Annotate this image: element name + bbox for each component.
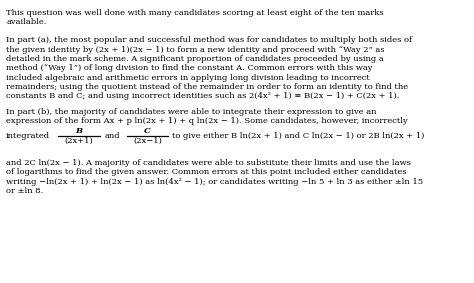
Text: In part (b), the majority of candidates were able to integrate their expression : In part (b), the majority of candidates … bbox=[6, 108, 377, 115]
Text: integrated: integrated bbox=[6, 132, 50, 140]
Text: remainders; using the quotient instead of the remainder in order to form an iden: remainders; using the quotient instead o… bbox=[6, 83, 408, 91]
Text: B: B bbox=[75, 127, 82, 136]
Text: method (“Way 1”) of long division to find the constant A. Common errors with thi: method (“Way 1”) of long division to fin… bbox=[6, 64, 373, 72]
Text: the given identity by (2x + 1)(2x − 1) to form a new identity and proceed with “: the given identity by (2x + 1)(2x − 1) t… bbox=[6, 46, 385, 53]
Text: In part (a), the most popular and successful method was for candidates to multip: In part (a), the most popular and succes… bbox=[6, 36, 412, 44]
Text: (2x−1): (2x−1) bbox=[133, 137, 162, 145]
Text: detailed in the mark scheme. A significant proportion of candidates proceeded by: detailed in the mark scheme. A significa… bbox=[6, 55, 384, 63]
Text: or ±ln 8.: or ±ln 8. bbox=[6, 187, 44, 195]
Text: available.: available. bbox=[6, 18, 46, 26]
Text: to give either B ln(2x + 1) and C ln(2x − 1) or 2B ln(2x + 1): to give either B ln(2x + 1) and C ln(2x … bbox=[172, 132, 424, 140]
Text: constants B and C; and using incorrect identities such as 2(4x² + 1) ≡ B(2x − 1): constants B and C; and using incorrect i… bbox=[6, 92, 400, 100]
Text: (2x+1): (2x+1) bbox=[64, 137, 93, 145]
Text: included algebraic and arithmetic errors in applying long division leading to in: included algebraic and arithmetic errors… bbox=[6, 74, 370, 82]
Text: expression of the form Ax + p ln(2x + 1) + q ln(2x − 1). Some candidates, howeve: expression of the form Ax + p ln(2x + 1)… bbox=[6, 117, 408, 125]
Text: writing −ln(2x + 1) + ln(2x − 1) as ln(4x² − 1); or candidates writing −ln 5 + l: writing −ln(2x + 1) + ln(2x − 1) as ln(4… bbox=[6, 178, 423, 186]
Text: of logarithms to find the given answer. Common errors at this point included eit: of logarithms to find the given answer. … bbox=[6, 168, 407, 176]
Text: This question was well done with many candidates scoring at least eight of the t: This question was well done with many ca… bbox=[6, 9, 384, 17]
Text: and: and bbox=[104, 132, 120, 140]
Text: and 2C ln(2x − 1). A majority of candidates were able to substitute their limits: and 2C ln(2x − 1). A majority of candida… bbox=[6, 159, 411, 167]
Text: C: C bbox=[145, 127, 151, 136]
